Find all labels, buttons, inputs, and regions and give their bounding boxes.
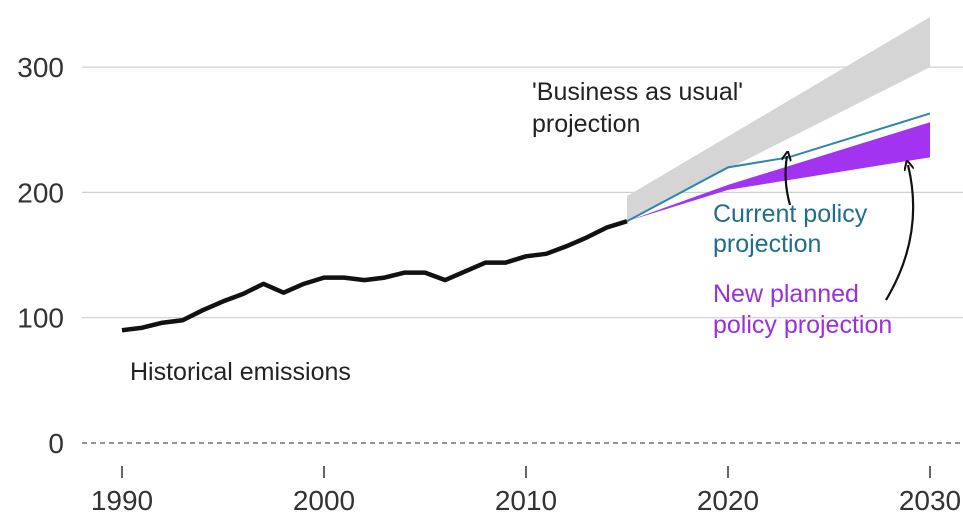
x-axis-ticks: 1990 2000 2010 2020 2030 — [91, 466, 961, 516]
new-planned-policy-band — [627, 122, 930, 222]
y-axis-tick-labels: 0 100 200 300 — [17, 52, 64, 459]
x-tick-label-2030: 2030 — [899, 485, 961, 516]
current-policy-line — [626, 112, 931, 223]
y-tick-label-200: 200 — [17, 177, 64, 208]
bau-label-line1: 'Business as usual' — [532, 78, 743, 106]
y-tick-label-100: 100 — [17, 303, 64, 334]
business-as-usual-band — [627, 16, 930, 220]
historical-emissions-label: Historical emissions — [130, 358, 351, 386]
x-tick-label-2000: 2000 — [293, 485, 355, 516]
new-policy-label-line2: policy projection — [713, 311, 892, 339]
bau-label-line2: projection — [532, 110, 640, 138]
new-policy-arrow — [885, 165, 915, 301]
y-tick-label-0: 0 — [48, 428, 64, 459]
gridlines — [82, 66, 963, 444]
y-tick-label-300: 300 — [17, 52, 64, 83]
x-tick-label-1990: 1990 — [91, 485, 153, 516]
new-policy-label-line1: New planned — [713, 280, 859, 308]
x-tick-label-2020: 2020 — [697, 485, 759, 516]
current-policy-arrow — [786, 156, 790, 206]
current-policy-label-line2: projection — [713, 230, 821, 258]
historical-emissions-line — [121, 219, 628, 333]
x-tick-label-2010: 2010 — [495, 485, 557, 516]
